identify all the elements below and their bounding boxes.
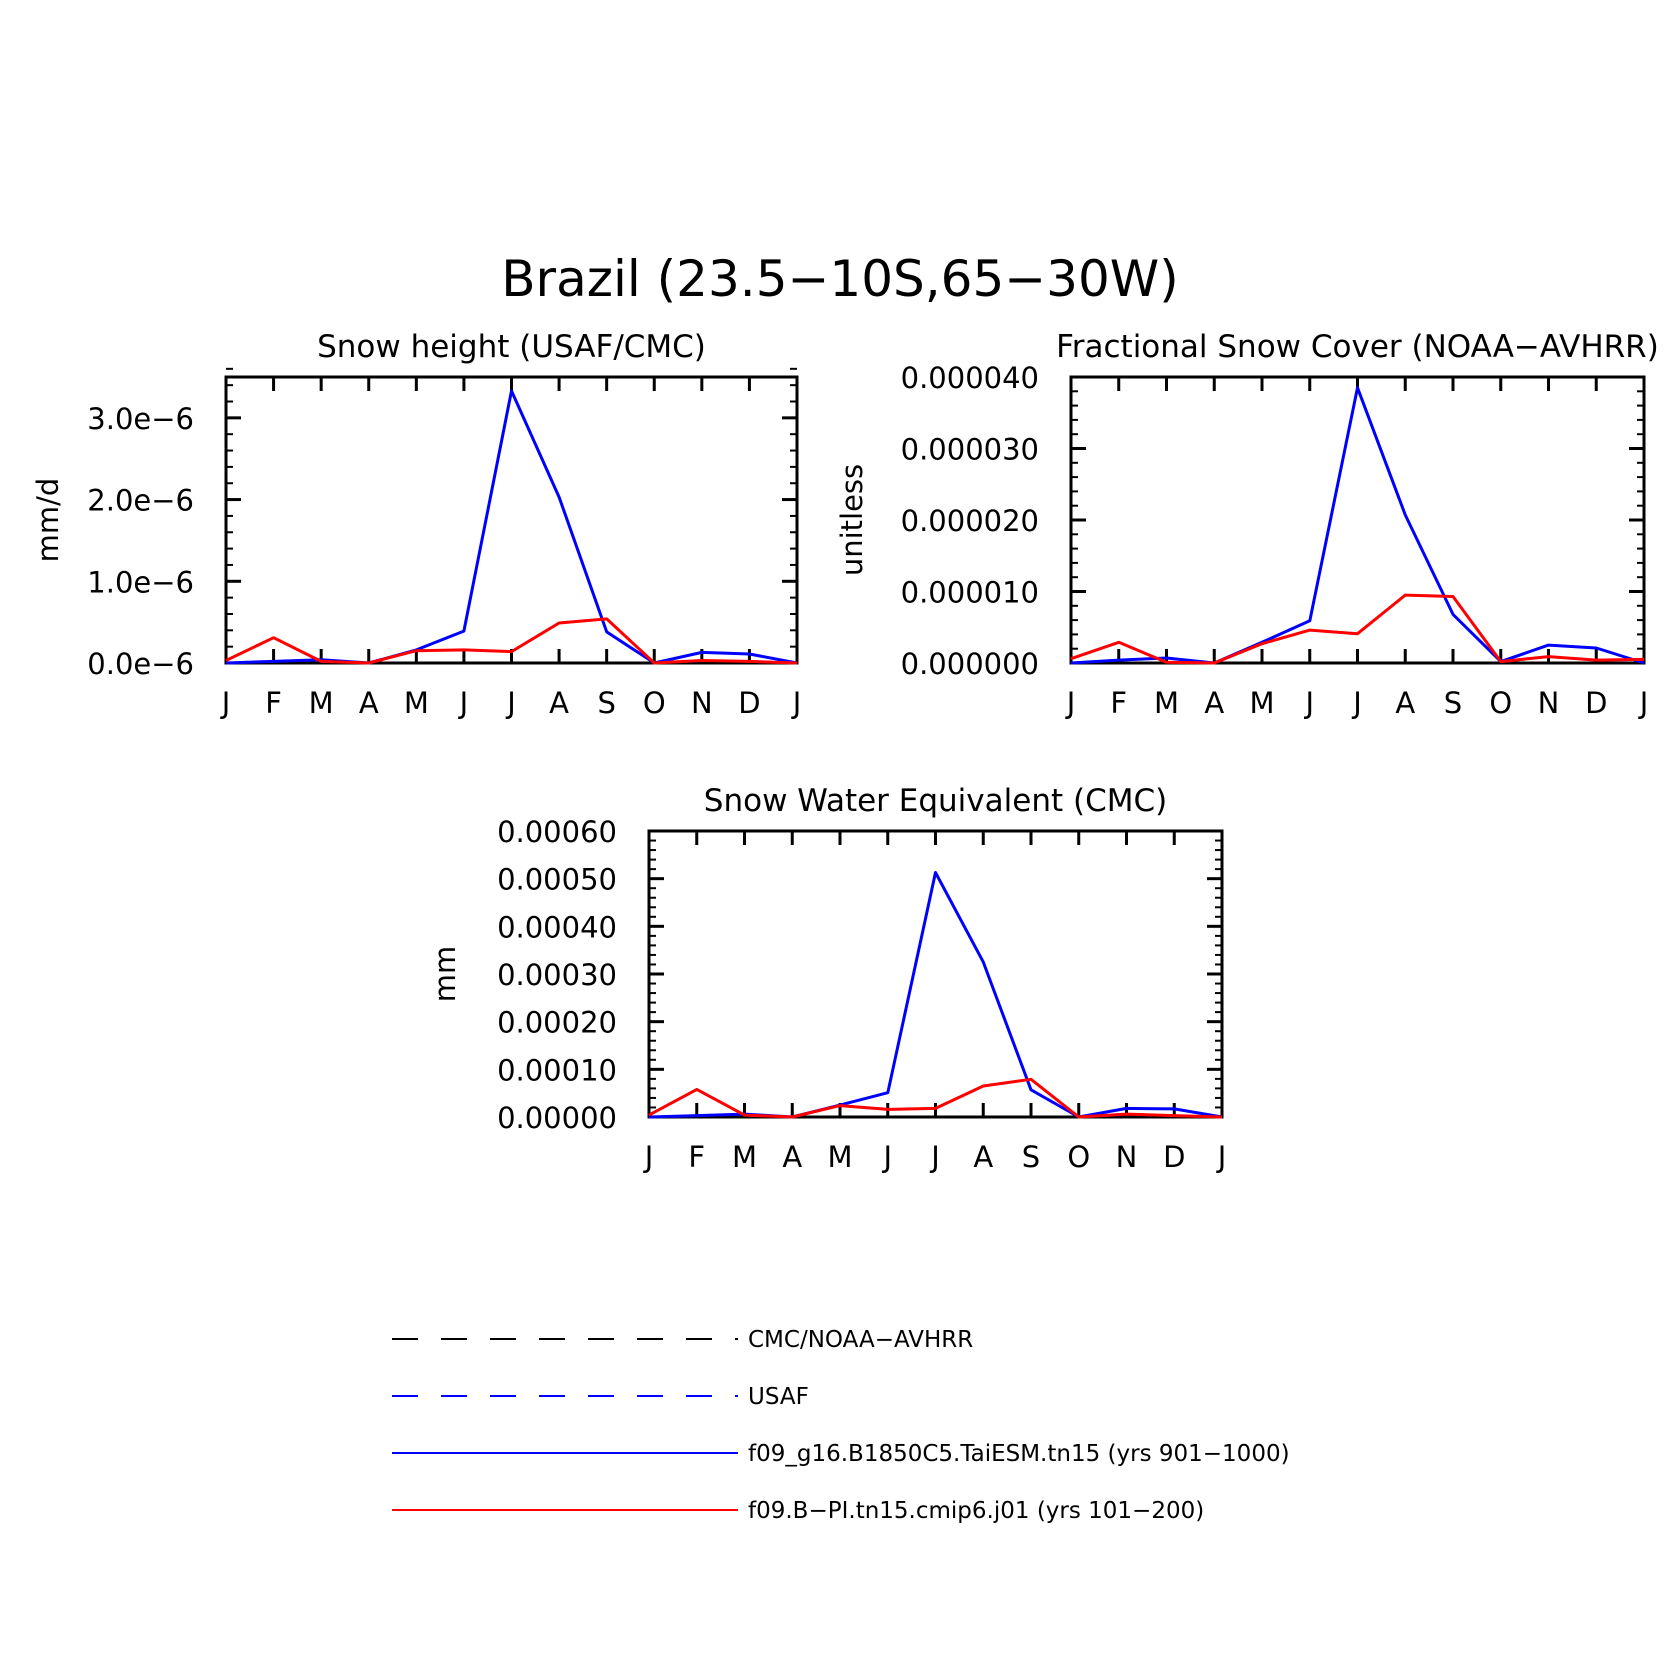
x-tick-label: M [827, 1140, 852, 1174]
x-tick-label: F [1110, 686, 1127, 720]
y-tick-label: 1.0e−6 [87, 565, 194, 599]
x-tick-label: N [1538, 686, 1560, 720]
legend: CMC/NOAA−AVHRR USAF f09_g16.B1850C5.TaiESM… [392, 1327, 1290, 1524]
x-tick-label: J [1065, 686, 1076, 720]
x-tick-label: J [458, 686, 469, 720]
chart-panels: J F M A M J J A S O N D J0.0e−61.0e−62.0e−63.0e−6Sno… [31, 329, 1659, 1174]
x-tick-label: A [973, 1140, 993, 1174]
y-tick-label: 3.0e−6 [87, 402, 194, 436]
legend-label: USAF [748, 1384, 809, 1410]
x-tick-label: S [597, 686, 615, 720]
x-tick-label: M [1154, 686, 1179, 720]
x-tick-label: J [1303, 686, 1314, 720]
x-tick-label: J [1351, 686, 1362, 720]
x-tick-label: N [1116, 1140, 1138, 1174]
chart-panel-2: J F M A M J J A S O N D J0.0000000.0000100.0000200.0… [835, 329, 1659, 720]
x-tick-label: N [691, 686, 713, 720]
series-line-2 [648, 871, 1223, 1119]
x-tick-label: J [1216, 1140, 1227, 1174]
series-line-3 [225, 617, 798, 665]
x-tick-label: J [881, 1140, 892, 1174]
panel-title: Fractional Snow Cover (NOAA−AVHRR) [1056, 329, 1659, 365]
y-tick-label: 0.000040 [901, 361, 1039, 395]
x-tick-label: F [265, 686, 282, 720]
y-tick-label: 0.00050 [497, 863, 617, 897]
legend-label: CMC/NOAA−AVHRR [748, 1327, 973, 1353]
y-tick-label: 0.000030 [901, 433, 1039, 467]
y-tick-label: 0.00010 [497, 1053, 617, 1087]
x-tick-label: A [549, 686, 569, 720]
legend-label: f09_g16.B1850C5.TaiESM.tn15 (yrs 901−100… [748, 1441, 1290, 1467]
x-tick-label: J [791, 686, 802, 720]
y-tick-label: 0.000000 [901, 647, 1039, 681]
x-tick-label: J [505, 686, 516, 720]
series-line-3 [1070, 593, 1645, 665]
x-tick-label: J [929, 1140, 940, 1174]
series-line-2 [225, 389, 798, 665]
x-tick-label: M [404, 686, 429, 720]
x-tick-label: A [1395, 686, 1415, 720]
x-tick-label: M [1249, 686, 1274, 720]
x-tick-label: O [1067, 1140, 1090, 1174]
y-tick-label: 0.00030 [497, 958, 617, 992]
x-tick-label: A [1204, 686, 1224, 720]
legend-item: USAF [392, 1384, 809, 1410]
x-tick-label: J [1638, 686, 1649, 720]
panel-title: Snow Water Equivalent (CMC) [704, 783, 1167, 819]
legend-label: f09.B−PI.tn15.cmip6.j01 (yrs 101−200) [748, 1498, 1204, 1524]
x-tick-label: M [732, 1140, 757, 1174]
y-axis-label: unitless [835, 464, 869, 576]
x-tick-label: J [643, 1140, 654, 1174]
y-tick-label: 0.00060 [497, 815, 617, 849]
y-tick-label: 0.000020 [901, 504, 1039, 538]
y-tick-label: 0.00020 [497, 1006, 617, 1040]
y-axis-label: mm [428, 946, 462, 1003]
x-tick-label: F [688, 1140, 705, 1174]
chart-panel-3: J F M A M J J A S O N D J0.000000.000100.000200.0003… [428, 783, 1226, 1174]
legend-item: CMC/NOAA−AVHRR [392, 1327, 973, 1353]
x-tick-label: O [1489, 686, 1512, 720]
x-tick-label: O [643, 686, 666, 720]
legend-item: f09.B−PI.tn15.cmip6.j01 (yrs 101−200) [392, 1498, 1204, 1524]
x-tick-label: S [1444, 686, 1462, 720]
x-tick-label: M [309, 686, 334, 720]
series-line-3 [648, 1077, 1223, 1119]
y-axis-label: mm/d [31, 478, 65, 563]
y-tick-label: 0.00040 [497, 910, 617, 944]
x-tick-label: J [220, 686, 231, 720]
x-tick-label: A [359, 686, 379, 720]
plot-frame [224, 375, 799, 665]
y-tick-label: 0.000010 [901, 576, 1039, 610]
y-tick-label: 2.0e−6 [87, 484, 194, 518]
y-tick-label: 0.00000 [497, 1101, 617, 1135]
panel-title: Snow height (USAF/CMC) [317, 329, 706, 365]
x-tick-label: A [782, 1140, 802, 1174]
chart-panel-1: J F M A M J J A S O N D J0.0e−61.0e−62.0e−63.0e−6Sno… [31, 329, 801, 720]
plot-frame [1069, 375, 1646, 665]
y-tick-label: 0.0e−6 [87, 647, 194, 681]
series-line-2 [1070, 386, 1645, 665]
legend-item: f09_g16.B1850C5.TaiESM.tn15 (yrs 901−100… [392, 1441, 1290, 1467]
x-tick-label: D [1585, 686, 1607, 720]
x-tick-label: D [738, 686, 760, 720]
x-tick-label: S [1022, 1140, 1040, 1174]
x-tick-label: D [1163, 1140, 1185, 1174]
figure-title: Brazil (23.5−10S,65−30W) [501, 250, 1179, 308]
